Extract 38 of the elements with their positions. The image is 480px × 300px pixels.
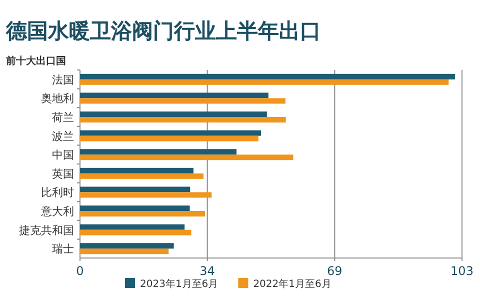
- y-tick-label: 瑞士: [52, 242, 74, 256]
- bar: [80, 149, 237, 155]
- bar: [80, 224, 185, 230]
- bar: [80, 173, 204, 179]
- bar: [80, 186, 190, 192]
- y-tick-label: 意大利: [40, 205, 74, 218]
- bar: [80, 168, 194, 174]
- x-tick-label: 69: [327, 264, 342, 278]
- bar: [80, 136, 258, 142]
- bar: [80, 112, 267, 117]
- bar: [80, 130, 261, 136]
- bar: [80, 117, 286, 122]
- x-tick-label: 103: [450, 264, 474, 278]
- y-tick-label: 捷克共和国: [19, 224, 74, 237]
- bar: [80, 92, 268, 98]
- chart-title: 德国水暖卫浴阀门行业上半年出口: [5, 19, 321, 43]
- bar: [80, 243, 174, 249]
- y-tick-label: 英国: [52, 167, 74, 180]
- bar: [80, 230, 192, 236]
- bar: [80, 206, 190, 211]
- chart-subtitle: 前十大出口国: [5, 55, 66, 67]
- y-tick-label: 中国: [52, 148, 74, 162]
- x-tick-label: 34: [200, 264, 215, 278]
- bar: [80, 79, 449, 85]
- bar: [80, 98, 286, 104]
- y-tick-label: 奥地利: [41, 92, 74, 106]
- legend-label: 2023年1月至6月: [140, 278, 218, 290]
- bar: [80, 248, 169, 254]
- y-tick-label: 荷兰: [52, 111, 74, 124]
- y-tick-label: 波兰: [52, 130, 74, 143]
- bar: [80, 154, 294, 160]
- x-tick-label: 0: [76, 264, 84, 278]
- legend-label: 2022年1月至6月: [253, 278, 332, 290]
- y-tick-label: 法国: [52, 73, 74, 86]
- bar: [80, 192, 212, 198]
- bar: [80, 74, 455, 80]
- y-tick-label: 比利时: [41, 186, 74, 200]
- bar: [80, 211, 205, 216]
